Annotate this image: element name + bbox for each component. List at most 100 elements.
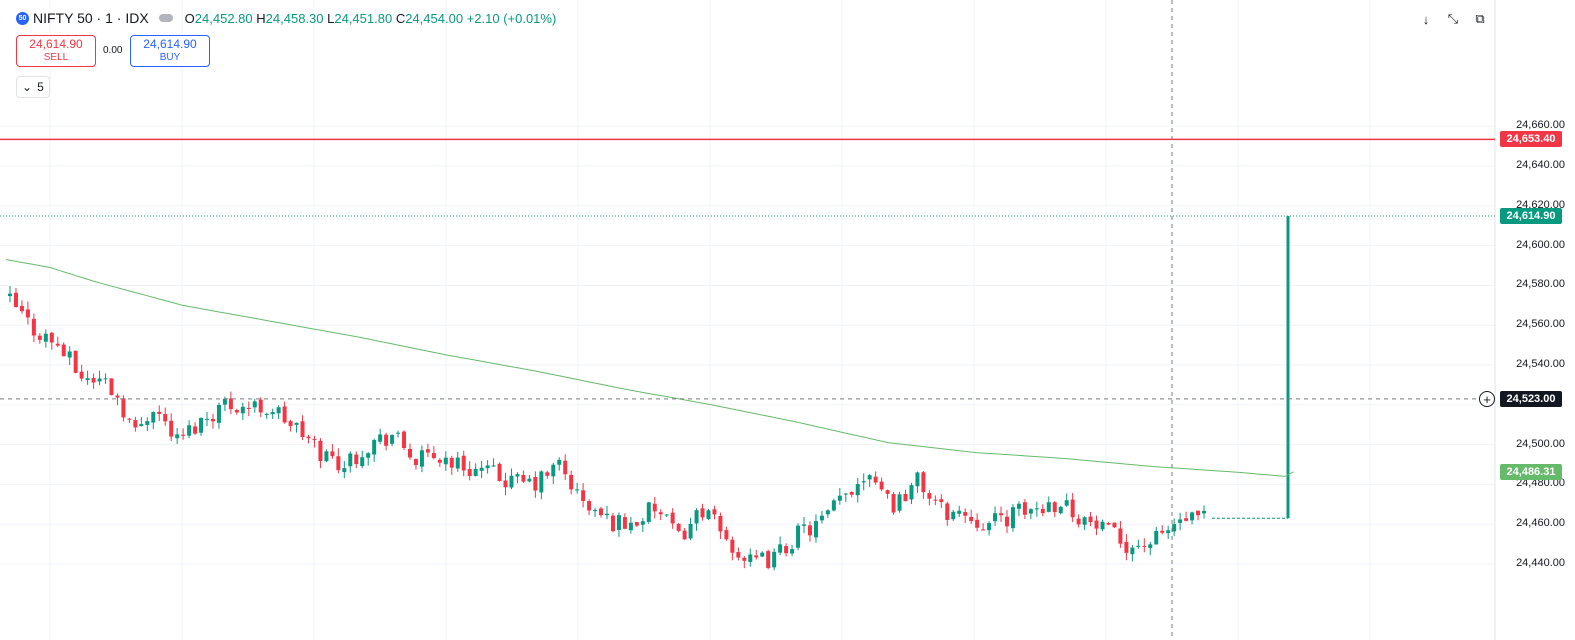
expand-icon[interactable]: ⤡ [1447, 11, 1459, 26]
candle-body [1202, 510, 1206, 514]
candle-body [431, 452, 436, 459]
candle-body [97, 378, 102, 382]
candle-body [258, 399, 263, 413]
candle-body [8, 293, 12, 297]
sell-button[interactable]: 24,614.90 SELL [16, 35, 96, 67]
moving-average-tag: 24,486.31 [1500, 463, 1562, 480]
candle-body [121, 398, 126, 418]
candle-body [443, 457, 448, 465]
candle-body [407, 448, 412, 458]
market-status-icon [158, 14, 173, 22]
scroll-down-icon[interactable]: ↓ [1422, 11, 1430, 27]
candle-body [252, 401, 257, 408]
candle-body [819, 515, 824, 521]
candle-body [413, 459, 418, 466]
candle-body [855, 484, 860, 496]
candle-body [264, 413, 269, 415]
candle-body [348, 453, 353, 467]
candle-body [372, 439, 377, 455]
symbol-title[interactable]: NIFTY 50 · 1 · IDX [33, 10, 149, 26]
candle-body [903, 493, 908, 502]
high-key: H [256, 10, 266, 26]
candle-body [1028, 509, 1033, 514]
candle-body [1106, 522, 1111, 525]
add-alert-icon[interactable]: + [1479, 390, 1495, 407]
candle-body [49, 332, 54, 343]
crosshair-price-tag: 24,523.00 [1500, 390, 1562, 407]
interval-selector[interactable]: ⌄ 5 [16, 76, 50, 98]
price-tick-label: 24,600.00 [1516, 238, 1565, 251]
candle-body [933, 499, 938, 501]
candle-body [676, 523, 681, 531]
candle-body [396, 432, 401, 434]
candle-body [1064, 500, 1069, 506]
candle-body [921, 472, 926, 493]
candle-body [813, 521, 818, 538]
candle-body [885, 490, 890, 494]
candle-body [527, 478, 532, 482]
candle-body [772, 551, 777, 568]
candle-body [79, 371, 84, 379]
buy-label: BUY [159, 52, 181, 63]
candle-body [402, 431, 407, 448]
last-price-tag: 24,614.90 [1500, 207, 1562, 224]
candle-body [127, 418, 132, 420]
candle-body [867, 475, 872, 480]
candle-body [581, 490, 586, 502]
candle-body [509, 475, 514, 488]
candle-body [246, 407, 251, 409]
candle-body [288, 421, 293, 427]
buy-button[interactable]: 24,614.90 BUY [130, 35, 210, 67]
candle-body [593, 509, 598, 512]
symbol-header: 50 NIFTY 50 · 1 · IDX O24,452.80 H24,458… [16, 10, 556, 26]
candle-body [957, 510, 962, 514]
candle-body [551, 464, 556, 477]
spread-value: 0.00 [103, 45, 123, 56]
candle-body [927, 493, 932, 499]
candle-body [688, 523, 693, 539]
candle-body [1112, 522, 1117, 528]
candle-body [1136, 545, 1141, 547]
candle-body [61, 344, 66, 357]
candle-body-latest [1286, 215, 1290, 519]
candle-body [891, 494, 896, 513]
candle-body [330, 451, 335, 457]
candle-body [157, 411, 162, 414]
candle-body [1196, 510, 1201, 516]
candle-body [1160, 530, 1165, 533]
candle-body [670, 512, 675, 524]
candle-body [754, 555, 759, 558]
open-key: O [184, 10, 195, 26]
candle-body [378, 434, 383, 442]
price-tick-label: 24,640.00 [1516, 159, 1565, 171]
candle-body [1082, 517, 1087, 525]
candle-body [205, 418, 210, 420]
price-tick-label: 24,460.00 [1516, 517, 1565, 530]
candle-body [115, 395, 120, 398]
candle-body [276, 407, 281, 414]
candle-body [1178, 519, 1183, 523]
candle-body [91, 378, 96, 383]
candle-body [234, 410, 239, 413]
candle-body [605, 513, 609, 516]
candle-body [419, 450, 424, 467]
candle-body [658, 512, 663, 515]
window-icon[interactable]: ⧉ [1475, 11, 1485, 26]
candle-body [455, 457, 460, 469]
candle-body [557, 459, 562, 465]
candle-body [181, 434, 186, 436]
candle-body [169, 420, 174, 437]
candle-body [969, 516, 974, 522]
candle-body [336, 456, 341, 471]
candle-body [796, 525, 801, 548]
candle-body [497, 463, 502, 481]
candle-body [479, 467, 484, 471]
candle-body [312, 438, 317, 440]
price-tick-label: 24,660.00 [1516, 119, 1565, 132]
candle-body [718, 515, 723, 532]
candle-body [306, 436, 311, 439]
candle-body [1016, 503, 1021, 509]
candle-body [324, 451, 329, 462]
candle-body [879, 481, 884, 490]
